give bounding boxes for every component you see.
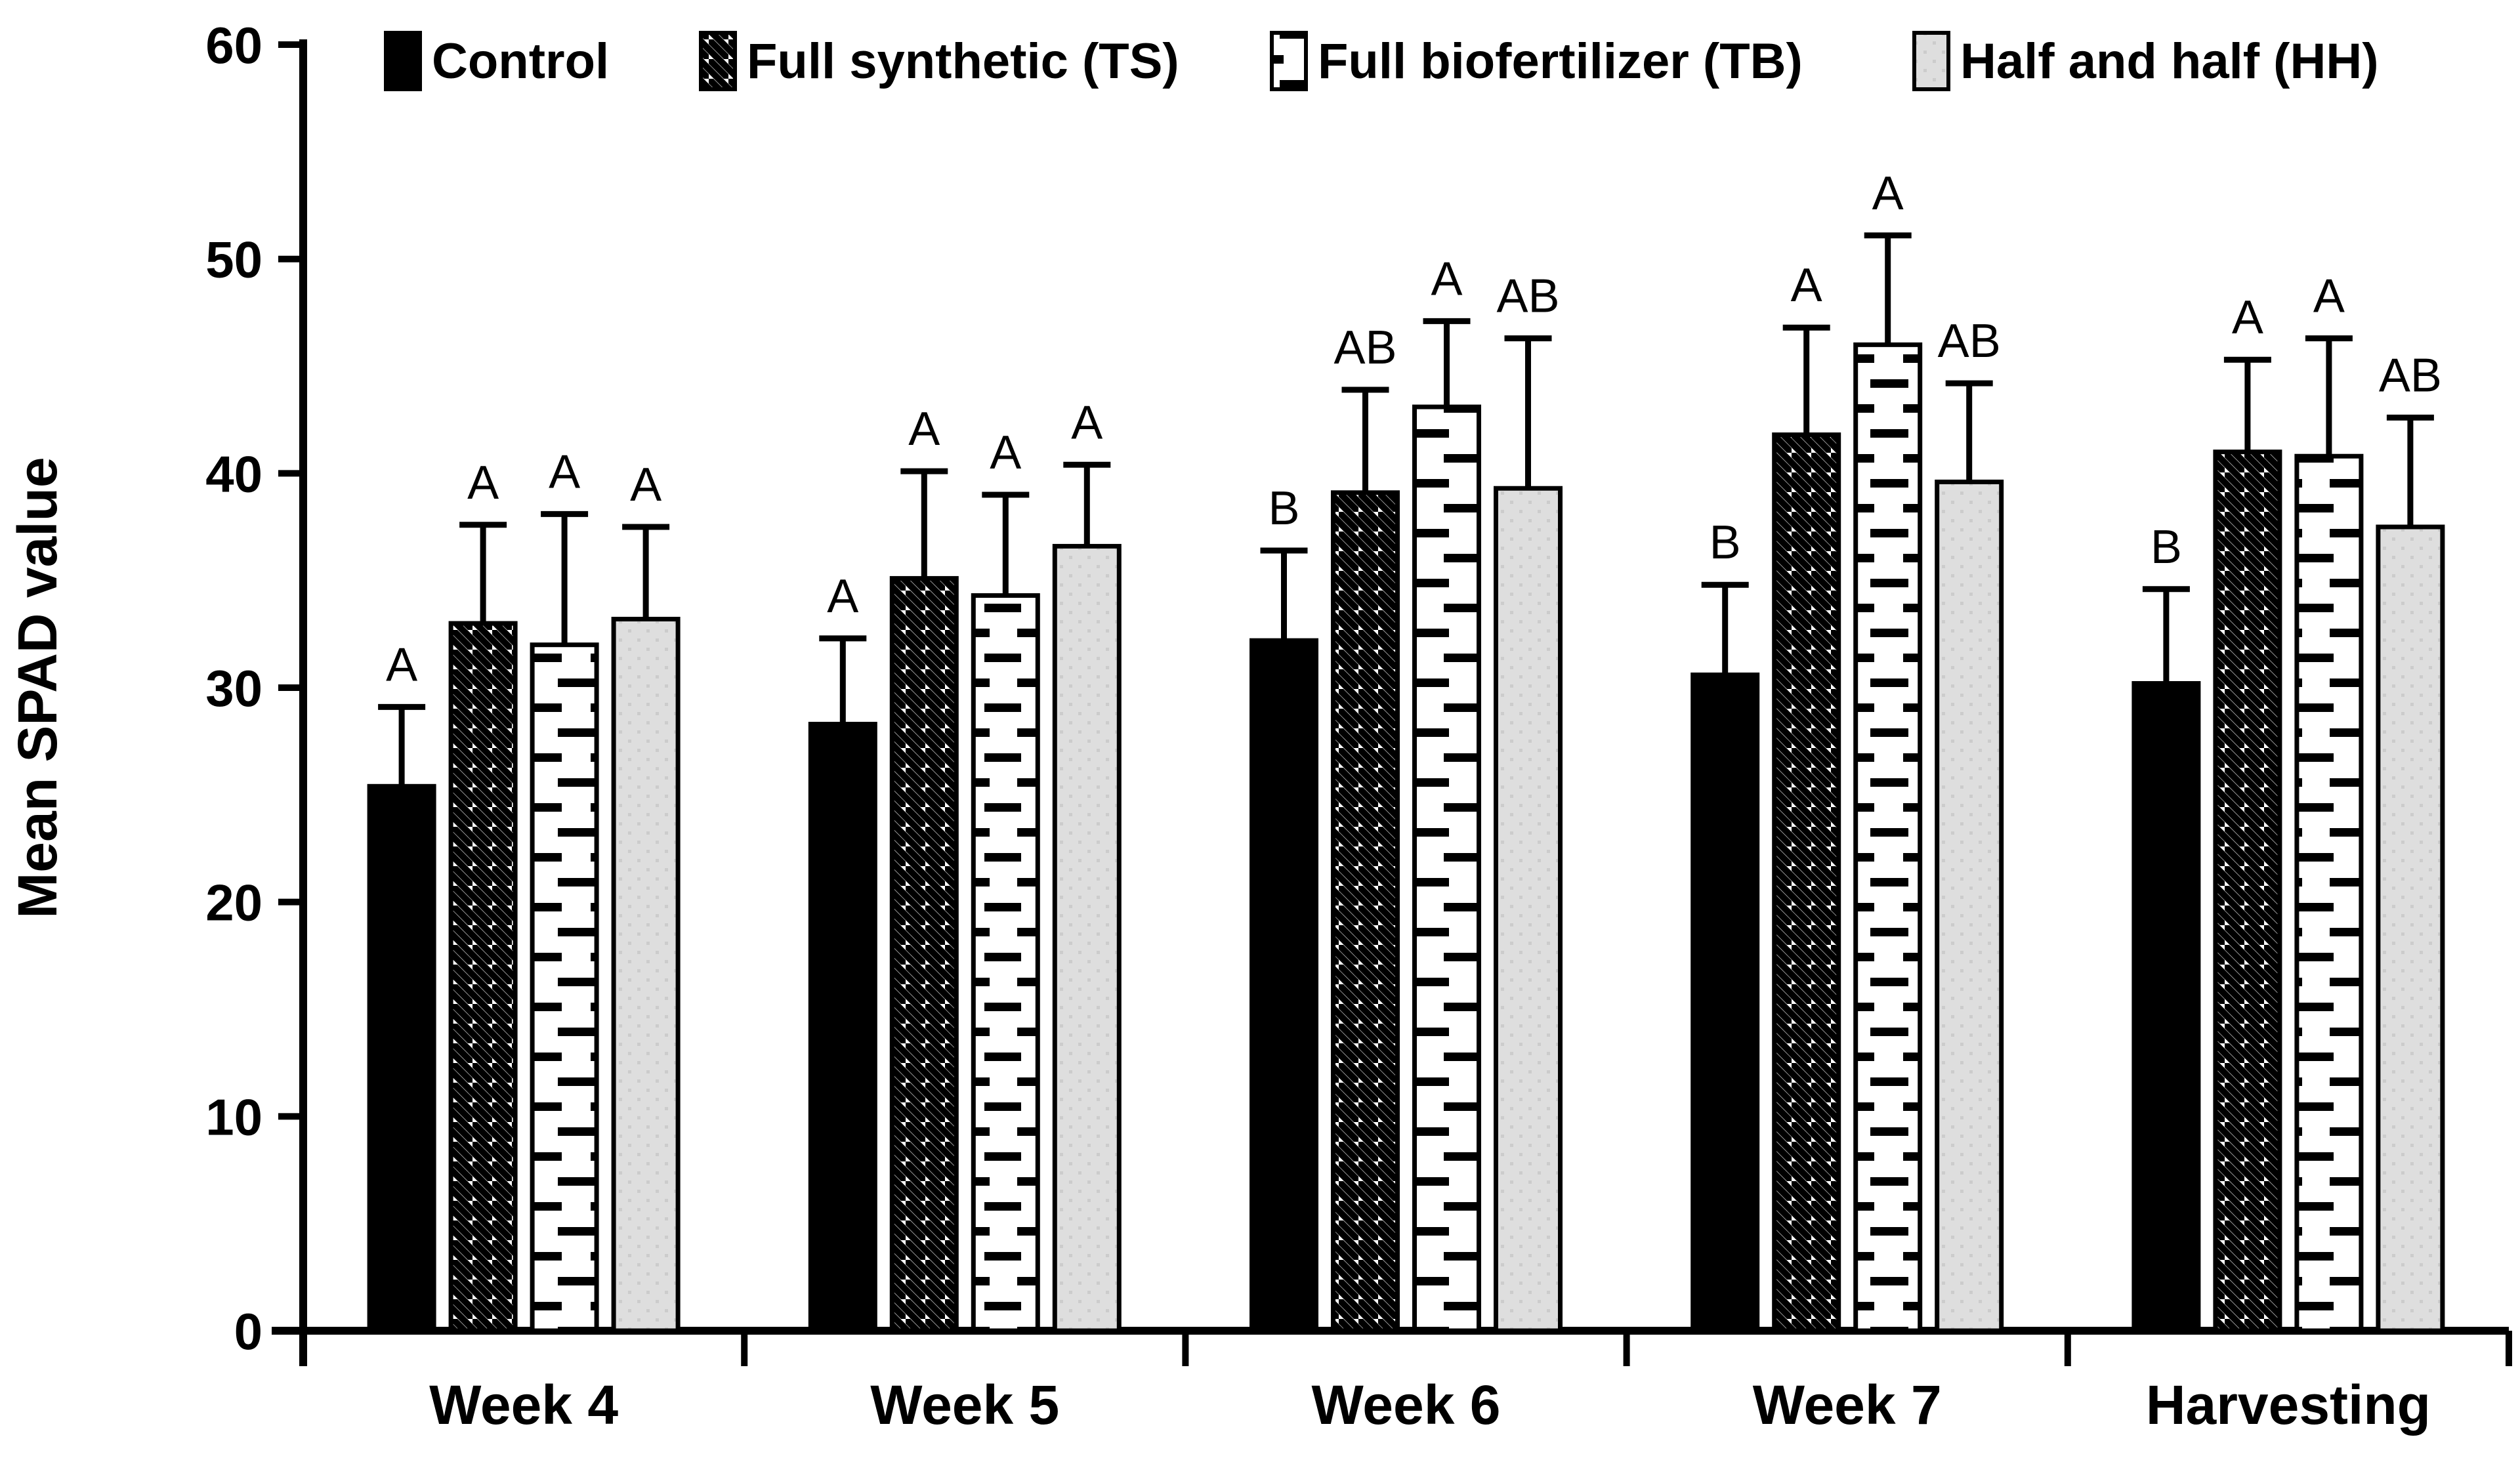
sig-letter-week-4-control: A [386,638,417,691]
y-tick-label-40: 40 [205,445,262,503]
sig-letter-week-6-half-and-half-hh: AB [1496,270,1559,323]
y-tick-label-50: 50 [205,231,262,289]
bar-week-7-full-synthetic-ts [1772,432,1841,1333]
sig-letter-week-6-full-synthetic-ts: AB [1334,322,1396,374]
bar-week-7-full-biofertilizer-tb [1853,342,1923,1333]
bar-week-5-full-biofertilizer-tb [971,593,1040,1333]
legend-group: Control Full synthetic (TS) Full biofertil… [384,31,2379,91]
sig-letter-week-4-half-and-half-hh: A [630,459,662,511]
y-tick-label-30: 30 [205,659,262,717]
x-category-label-week-7: Week 7 [1753,1374,1942,1436]
sig-letter-week-7-half-and-half-hh: AB [1938,315,2001,367]
bar-week-5-control [808,722,877,1333]
sig-letter-week-4-full-biofertilizer-tb: A [549,446,580,498]
y-tick-label-0: 0 [234,1303,262,1360]
bar-week-5-full-synthetic-ts [889,575,959,1333]
sig-letter-week-5-half-and-half-hh: A [1071,396,1102,449]
bar-week-7-control [1690,672,1760,1333]
sig-letter-harvesting-full-biofertilizer-tb: A [2313,270,2345,323]
bar-harvesting-full-biofertilizer-tb [2294,453,2364,1333]
y-tick-label-10: 10 [205,1088,262,1146]
x-category-label-week-4: Week 4 [429,1374,618,1436]
y-tick-label-60: 60 [205,16,262,74]
sig-letter-harvesting-full-synthetic-ts: A [2232,291,2263,344]
bar-harvesting-full-synthetic-ts [2213,449,2282,1333]
sig-letter-harvesting-half-and-half-hh: AB [2379,349,2442,402]
sig-letter-week-5-full-biofertilizer-tb: A [990,427,1021,479]
bar-week-4-control [367,783,436,1333]
bar-week-6-control [1250,638,1318,1333]
error-bars-group [378,232,2434,787]
bar-harvesting-half-and-half-hh [2376,524,2445,1333]
y-tick-label-20: 20 [205,874,262,932]
bar-week-6-full-biofertilizer-tb [1412,404,1481,1333]
bar-week-4-half-and-half-hh [611,616,681,1333]
sig-letter-week-7-full-biofertilizer-tb: A [1872,167,1904,220]
bar-week-6-half-and-half-hh [1494,486,1563,1333]
x-category-label-week-5: Week 5 [870,1374,1059,1436]
legend-swatch-half-and-half-hh [1912,31,1950,91]
x-category-label-week-6: Week 6 [1312,1374,1501,1436]
sig-letter-week-7-full-synthetic-ts: A [1791,259,1822,312]
legend-swatch-full-biofertilizer-tb [1270,31,1308,91]
legend-label-full-biofertilizer-tb: Full biofertilizer (TB) [1318,33,1803,89]
sig-letter-harvesting-control: B [2151,521,2182,574]
sig-letter-week-6-full-biofertilizer-tb: A [1431,253,1462,305]
bar-week-4-full-biofertilizer-tb [530,642,599,1333]
sig-letter-week-7-control: B [1710,516,1741,569]
legend-label-control: Control [432,33,609,89]
bar-harvesting-control [2132,680,2201,1333]
sig-letter-week-5-control: A [827,570,858,623]
sig-letter-week-4-full-synthetic-ts: A [467,457,499,509]
legend-label-half-and-half-hh: Half and half (HH) [1960,33,2379,89]
bar-week-4-full-synthetic-ts [448,621,518,1333]
axis-labels-group: 0 10 20 30 40 50 60 Week 4 Week 5 Week 6 Week 7 Har… [7,16,2431,1436]
sig-letter-week-6-control: B [1268,482,1299,535]
sig-letter-week-5-full-synthetic-ts: A [908,403,940,455]
y-axis-title: Mean SPAD value [7,457,68,918]
legend-swatch-control [384,31,422,91]
legend-swatch-full-synthetic-ts [699,31,737,91]
x-category-label-harvesting: Harvesting [2146,1374,2431,1436]
bar-week-7-half-and-half-hh [1935,479,2004,1333]
bar-week-5-half-and-half-hh [1052,543,1122,1333]
legend-label-full-synthetic-ts: Full synthetic (TS) [747,33,1179,89]
bar-week-6-full-synthetic-ts [1331,490,1400,1333]
bars-group [367,342,2445,1333]
